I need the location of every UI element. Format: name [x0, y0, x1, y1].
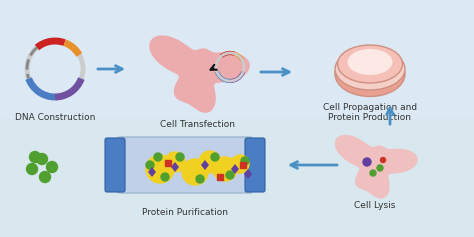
Circle shape [176, 153, 184, 161]
Circle shape [165, 152, 185, 172]
Ellipse shape [337, 45, 402, 83]
Text: Protein Purification: Protein Purification [142, 208, 228, 217]
Circle shape [146, 161, 154, 169]
Polygon shape [149, 35, 250, 113]
Circle shape [27, 164, 37, 174]
Circle shape [161, 173, 169, 181]
Circle shape [199, 151, 221, 173]
Polygon shape [231, 164, 239, 174]
Circle shape [381, 158, 385, 163]
Bar [165, 160, 171, 166]
Circle shape [231, 155, 249, 173]
Circle shape [241, 157, 249, 165]
Circle shape [182, 159, 208, 185]
Circle shape [213, 157, 237, 181]
Ellipse shape [335, 48, 405, 90]
Circle shape [363, 158, 371, 166]
Text: Cell Lysis: Cell Lysis [354, 201, 396, 210]
Polygon shape [335, 135, 418, 199]
Polygon shape [148, 167, 156, 177]
Ellipse shape [347, 49, 392, 75]
FancyBboxPatch shape [117, 137, 253, 193]
Ellipse shape [335, 51, 405, 96]
Polygon shape [244, 169, 252, 179]
Circle shape [39, 172, 51, 182]
Circle shape [377, 165, 383, 171]
Bar [0, 119, 474, 237]
Text: Cell Propagation and
Protein Production: Cell Propagation and Protein Production [323, 103, 417, 122]
Circle shape [46, 161, 57, 173]
Circle shape [36, 154, 47, 164]
Text: Cell Transfection: Cell Transfection [161, 120, 236, 129]
Circle shape [29, 151, 40, 163]
Circle shape [226, 171, 234, 179]
Circle shape [196, 175, 204, 183]
Polygon shape [171, 162, 179, 172]
Circle shape [211, 153, 219, 161]
Bar [240, 162, 246, 168]
Bar [217, 174, 223, 180]
FancyBboxPatch shape [105, 138, 125, 192]
Circle shape [146, 155, 174, 183]
Text: DNA Construction: DNA Construction [15, 113, 95, 122]
Circle shape [370, 170, 376, 176]
Circle shape [154, 153, 162, 161]
Polygon shape [201, 160, 209, 170]
FancyBboxPatch shape [245, 138, 265, 192]
